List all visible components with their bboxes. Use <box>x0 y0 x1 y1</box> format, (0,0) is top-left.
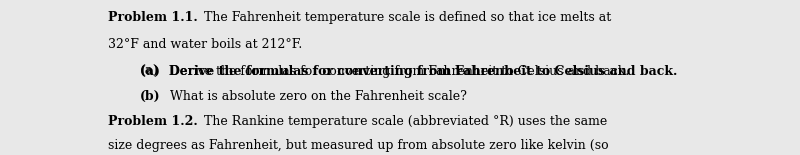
Text: (b): (b) <box>140 90 161 103</box>
Text: What is absolute zero on the Fahrenheit scale?: What is absolute zero on the Fahrenheit … <box>166 90 467 103</box>
Text: Derive the formulas for converting from Fahrenheit to Celsius and back.: Derive the formulas for converting from … <box>166 65 630 78</box>
Text: Problem 1.1.: Problem 1.1. <box>108 11 198 24</box>
Text: The Fahrenheit temperature scale is defined so that ice melts at: The Fahrenheit temperature scale is defi… <box>195 11 611 24</box>
Text: size degrees as Fahrenheit, but measured up from absolute zero like kelvin (so: size degrees as Fahrenheit, but measured… <box>108 140 609 153</box>
Text: The Rankine temperature scale (abbreviated °R) uses the same: The Rankine temperature scale (abbreviat… <box>195 115 607 128</box>
Text: (a): (a) <box>140 65 160 78</box>
Text: (a)  Derive the formulas for converting from Fahrenheit to Celsius and back.: (a) Derive the formulas for converting f… <box>140 65 678 78</box>
Text: Problem 1.2.: Problem 1.2. <box>108 115 198 128</box>
Text: 32°F and water boils at 212°F.: 32°F and water boils at 212°F. <box>108 38 302 51</box>
